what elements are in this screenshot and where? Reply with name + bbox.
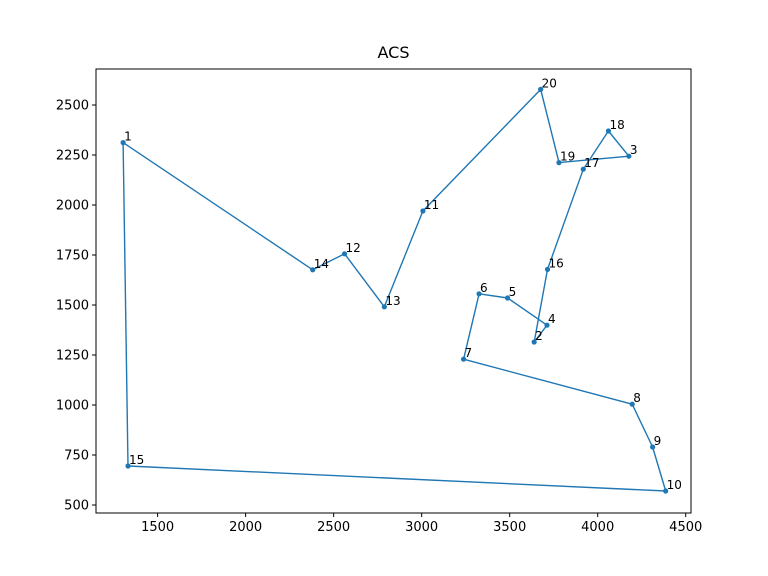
route-node xyxy=(310,267,316,273)
x-tick-label: 3500 xyxy=(493,520,526,535)
route-node xyxy=(381,304,387,310)
node-label: 10 xyxy=(667,478,682,492)
node-label: 11 xyxy=(424,198,439,212)
route-node xyxy=(538,86,544,92)
node-label: 9 xyxy=(654,434,662,448)
node-label: 18 xyxy=(609,118,624,132)
node-label: 12 xyxy=(346,241,361,255)
route-node xyxy=(420,208,426,214)
y-tick-label: 1750 xyxy=(56,249,89,264)
node-label: 7 xyxy=(465,346,473,360)
route-node xyxy=(663,488,669,494)
y-tick-label: 2500 xyxy=(56,99,89,114)
node-label: 2 xyxy=(535,329,543,343)
node-label: 4 xyxy=(548,312,556,326)
y-tick-label: 2000 xyxy=(56,199,89,214)
node-label: 14 xyxy=(314,257,329,271)
route-node xyxy=(605,128,612,134)
node-label: 13 xyxy=(385,294,400,308)
plot-frame xyxy=(95,68,692,514)
route-node xyxy=(626,153,632,159)
node-label: 16 xyxy=(549,256,564,270)
route-line xyxy=(122,88,667,492)
node-label: 5 xyxy=(509,285,517,299)
route-node xyxy=(504,295,511,301)
x-tick-label: 2000 xyxy=(229,520,262,535)
route-node xyxy=(460,356,467,362)
node-label: 1 xyxy=(124,130,132,144)
y-tick-label: 2250 xyxy=(56,149,89,164)
route-node xyxy=(120,140,126,146)
node-label: 19 xyxy=(560,150,575,164)
node-label: 8 xyxy=(633,391,641,405)
node-label: 3 xyxy=(630,143,638,157)
y-tick-label: 1500 xyxy=(56,299,89,314)
x-tick-label: 2500 xyxy=(317,520,350,535)
chart-title: ACS xyxy=(378,43,410,62)
route-node xyxy=(531,339,537,345)
route-node xyxy=(125,463,131,469)
node-label: 15 xyxy=(129,453,144,467)
x-tick-label: 4000 xyxy=(581,520,614,535)
route-node xyxy=(580,166,586,172)
node-label: 20 xyxy=(542,76,557,90)
plot-area: 1500 2000 2500 3000 3500 4000 4500500750100012… xyxy=(56,68,702,535)
y-tick-label: 750 xyxy=(64,449,89,464)
route-node xyxy=(629,401,635,407)
route-node xyxy=(544,322,550,328)
x-tick-label: 3000 xyxy=(405,520,438,535)
y-tick-label: 1250 xyxy=(56,349,89,364)
x-tick-label: 4500 xyxy=(669,520,702,535)
y-tick-label: 1000 xyxy=(56,399,89,414)
route-node xyxy=(476,291,482,297)
route-node xyxy=(341,251,348,257)
route-node xyxy=(650,444,656,450)
node-label: 6 xyxy=(480,281,488,295)
route-node xyxy=(556,160,562,166)
x-tick-label: 1500 xyxy=(141,520,174,535)
node-label: 17 xyxy=(584,156,599,170)
y-tick-label: 500 xyxy=(64,499,89,514)
route-node xyxy=(544,266,551,272)
